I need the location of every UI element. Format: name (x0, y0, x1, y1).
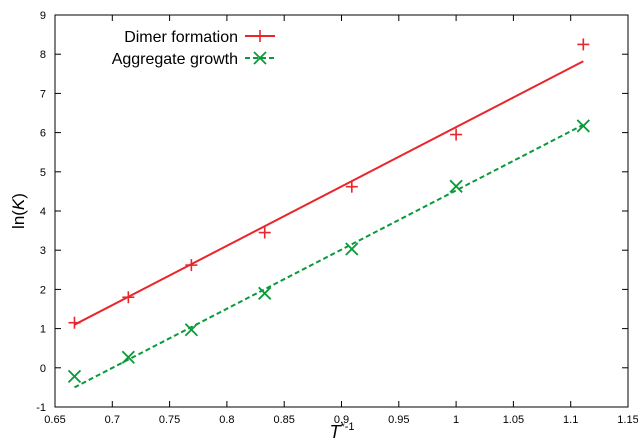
fit-lines (74, 60, 584, 389)
x-tick-label-6: 0.95 (388, 414, 409, 426)
x-tick-label-4: 0.85 (273, 414, 294, 426)
y-tick-label-1: 0 (40, 363, 46, 375)
data-markers (67, 38, 590, 384)
x-tick-label-7: 1 (453, 414, 459, 426)
y-axis-label-variable: K (9, 198, 28, 210)
y-tick-label-8: 7 (40, 88, 46, 100)
y-tick-label-9: 8 (40, 49, 46, 61)
y-tick-label-2: 1 (40, 324, 46, 336)
x-tick-label-0: 0.65 (44, 414, 65, 426)
point-series-0-1 (122, 291, 135, 304)
legend-label-1: Aggregate growth (112, 51, 238, 68)
x-axis-label-superscript: *-1 (340, 421, 354, 433)
point-series-0-2 (185, 259, 198, 272)
point-series-1-3 (258, 286, 272, 300)
point-series-1-4 (345, 242, 359, 256)
point-series-0-6 (577, 38, 590, 51)
x-axis-label-variable: T (329, 422, 342, 441)
point-series-1-5 (449, 179, 463, 193)
x-tick-label-5: 0.9 (334, 414, 349, 426)
point-series-1-0 (67, 369, 82, 384)
legend-marker-1 (253, 51, 267, 65)
y-tick-label-7: 6 (40, 128, 46, 140)
point-series-1-6 (576, 119, 590, 133)
y-tick-label-3: 2 (40, 284, 46, 296)
x-tick-label-2: 0.75 (159, 414, 180, 426)
y-axis-label: ln(K) (9, 193, 28, 229)
y-tick-label-0: -1 (36, 402, 46, 414)
y-axis-label-prefix: ln( (9, 210, 28, 229)
point-series-1-2 (184, 323, 199, 337)
point-series-0-0 (68, 316, 81, 329)
point-series-0-5 (450, 128, 463, 141)
x-axis-label: T*-1 (329, 421, 354, 441)
x-tick-label-10: 1.15 (617, 414, 638, 426)
x-tick-label-3: 0.8 (219, 414, 234, 426)
axis-ticks: 0.65 0.7 0.75 0.8 0.85 0.9 0.95 1 1.05 1.1 1.15 -1 0… (36, 10, 638, 426)
y-tick-label-4: 3 (40, 245, 46, 257)
y-tick-label-10: 9 (40, 10, 46, 22)
y-tick-label-5: 4 (40, 206, 46, 218)
legend: Dimer formation Aggregate growth (112, 29, 275, 68)
fit-line-series-0 (74, 60, 584, 326)
y-tick-label-6: 5 (40, 167, 46, 179)
x-tick-label-9: 1.1 (563, 414, 578, 426)
legend-marker-0 (254, 30, 266, 42)
point-series-0-3 (258, 226, 271, 239)
x-tick-label-8: 1.05 (503, 414, 524, 426)
point-series-1-1 (121, 350, 135, 364)
legend-label-0: Dimer formation (124, 29, 238, 46)
y-axis-label-suffix: ) (9, 193, 28, 199)
point-series-0-4 (345, 180, 358, 193)
x-tick-label-1: 0.7 (105, 414, 120, 426)
